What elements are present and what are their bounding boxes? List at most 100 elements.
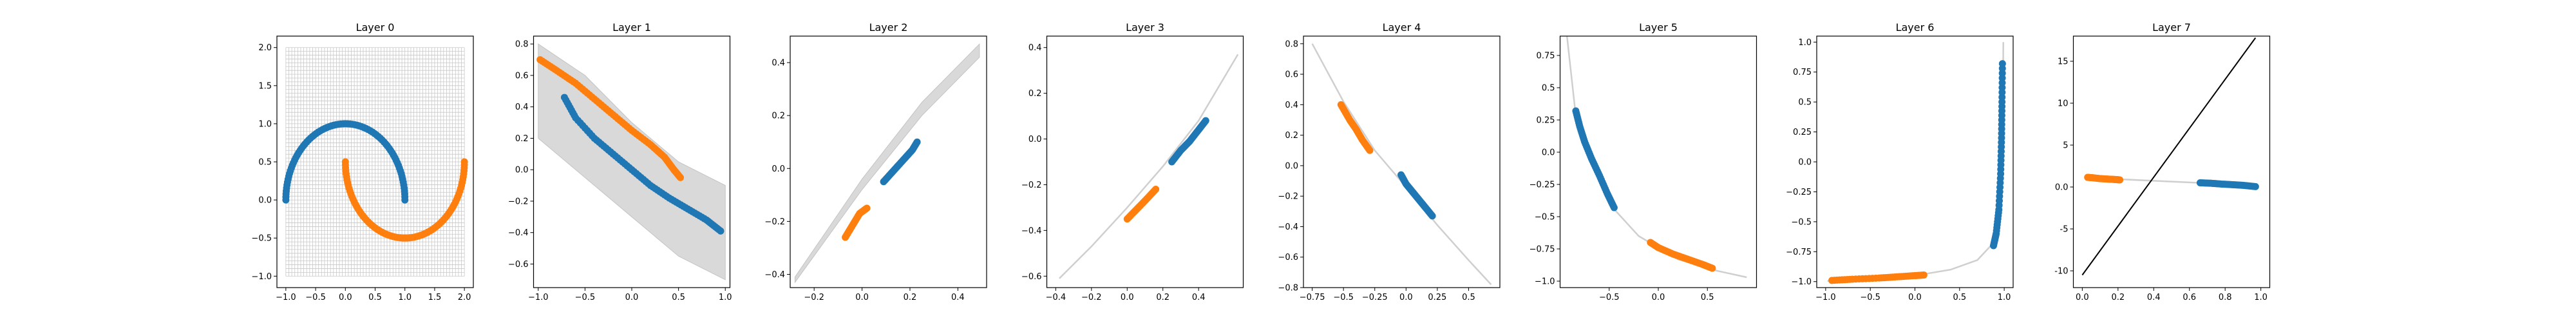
panel-title: Layer 0 — [356, 21, 395, 34]
x-tick-label: 0.4 — [1192, 293, 1206, 302]
axes-frame — [1303, 35, 1501, 288]
panel-title: Layer 5 — [1639, 21, 1678, 34]
x-tick-label: 1.0 — [1998, 293, 2011, 302]
y-tick-label: 1.0 — [1798, 38, 1812, 48]
background-grid — [285, 47, 465, 277]
data-point — [1428, 212, 1436, 220]
series-orange — [341, 158, 468, 242]
y-tick-label: 0.0 — [258, 196, 272, 206]
y-tick-label: −0.4 — [1278, 222, 1298, 232]
y-tick-label: 0.25 — [1793, 128, 1812, 137]
panel-layer-2: −0.2 0.0 0.2 0.4 −0.4 −0.2 0.0 0.2 0.4 Layer 2 — [764, 21, 987, 302]
y-tick-label: 0.6 — [1285, 70, 1298, 80]
x-tick-label: 0.0 — [625, 293, 639, 302]
data-point — [1610, 204, 1618, 212]
background-band — [794, 43, 980, 284]
data-point — [2251, 182, 2259, 190]
y-tick-label: 1.5 — [258, 81, 272, 91]
series-orange — [842, 204, 871, 241]
x-tick-label: −0.25 — [1362, 293, 1388, 302]
y-tick-label: 0.0 — [772, 164, 785, 174]
y-tick-label: −0.4 — [508, 228, 529, 238]
axes-frame — [1816, 35, 2014, 288]
data-point — [2116, 176, 2124, 184]
y-tick-label: 0.8 — [1285, 39, 1298, 49]
x-tick-label: −0.5 — [1860, 293, 1880, 302]
x-tick-label: −0.5 — [305, 293, 326, 302]
x-tick-label: 0.0 — [855, 293, 869, 302]
x-tick-label: 0.2 — [1156, 293, 1170, 302]
series-blue — [1572, 107, 1618, 212]
y-tick-label: −0.2 — [764, 217, 785, 227]
x-tick-label: −0.4 — [1046, 293, 1066, 302]
plot-area — [1827, 42, 2006, 284]
x-tick-label: 1.0 — [398, 293, 412, 302]
data-point — [1998, 60, 2006, 68]
series-blue — [1990, 60, 2006, 250]
data-point — [1202, 117, 1209, 124]
y-tick-label: 0.0 — [1542, 148, 1555, 158]
series-blue — [1397, 171, 1436, 220]
panel-layer-5: −0.5 0.0 0.5 −1.0 −0.75 −0.5 −0.25 0.0 0.25 0.5 0.… — [1530, 21, 1757, 302]
data-point — [717, 227, 724, 235]
x-tick-label: 2.0 — [458, 293, 471, 302]
y-tick-label: −0.6 — [508, 260, 529, 270]
data-point — [460, 158, 468, 166]
data-point — [1920, 271, 1927, 279]
y-tick-label: −0.5 — [1791, 217, 1812, 227]
panel-layer-1: −1.0 −0.5 0.0 0.5 1.0 −0.6 −0.4 −0.2 0.0 0.2 0.4 0.… — [508, 21, 732, 302]
data-point — [863, 204, 871, 212]
x-tick-label: 0.0 — [2076, 293, 2089, 302]
y-tick-label: −1.0 — [1791, 277, 1812, 287]
y-tick-label: −0.6 — [1021, 272, 1042, 282]
series-orange — [1647, 239, 1716, 272]
y-tick-label: −1.0 — [1535, 277, 1555, 287]
x-tick-label: 0.5 — [368, 293, 382, 302]
data-point — [282, 196, 290, 204]
y-tick-label: 0.0 — [1285, 161, 1298, 171]
y-tick-label: 0.0 — [1028, 135, 1042, 144]
panel-layer-4: −0.75 −0.5 −0.25 0.0 0.25 0.5 −0.8 −0.6 −0.4 −0.2… — [1278, 21, 1501, 302]
panel-title: Layer 1 — [612, 21, 651, 34]
y-tick-label: −0.5 — [251, 234, 272, 244]
series-orange — [1123, 186, 1160, 223]
plot-area — [1566, 36, 1747, 279]
series-blue — [282, 120, 409, 204]
panel-title: Layer 7 — [2152, 21, 2191, 34]
x-tick-label: 0.25 — [1428, 293, 1446, 302]
x-tick-label: 0.5 — [1462, 293, 1475, 302]
x-tick-label: 0.6 — [2183, 293, 2196, 302]
y-tick-label: −0.5 — [1535, 213, 1555, 222]
y-tick-label: 0.0 — [2055, 183, 2069, 193]
y-tick-label: −0.8 — [1278, 284, 1298, 293]
y-tick-label: −0.4 — [1021, 226, 1042, 236]
x-tick-label: 0.5 — [1953, 293, 1966, 302]
plot-area — [2081, 37, 2259, 276]
x-tick-label: −0.2 — [804, 293, 824, 302]
y-tick-label: −0.25 — [1530, 181, 1555, 190]
x-tick-label: 0.0 — [339, 293, 352, 302]
background-band — [538, 43, 726, 281]
y-tick-label: −0.2 — [1278, 192, 1298, 202]
series-orange — [536, 56, 685, 181]
x-tick-label: −1.0 — [1815, 293, 1836, 302]
y-tick-label: 15 — [2058, 57, 2069, 67]
y-tick-label: 0.25 — [1537, 116, 1555, 126]
y-tick-label: 0.6 — [515, 71, 529, 81]
x-tick-label: 1.0 — [2254, 293, 2268, 302]
y-tick-label: 0.8 — [515, 40, 529, 50]
y-tick-label: −0.2 — [508, 197, 529, 206]
y-tick-label: -10 — [2054, 267, 2068, 277]
panel-title: Layer 2 — [869, 21, 908, 34]
y-tick-label: −0.6 — [1278, 253, 1298, 262]
plot-area — [1311, 43, 1492, 286]
x-tick-label: 1.5 — [428, 293, 442, 302]
series-orange — [2084, 173, 2124, 184]
y-tick-label: 0.0 — [1798, 158, 1812, 168]
y-tick-label: 0.0 — [515, 166, 529, 175]
panel-title: Layer 3 — [1126, 21, 1164, 34]
y-tick-label: 0.2 — [1028, 89, 1042, 99]
panel-title: Layer 6 — [1896, 21, 1935, 34]
y-tick-label: 0.75 — [1793, 68, 1812, 77]
